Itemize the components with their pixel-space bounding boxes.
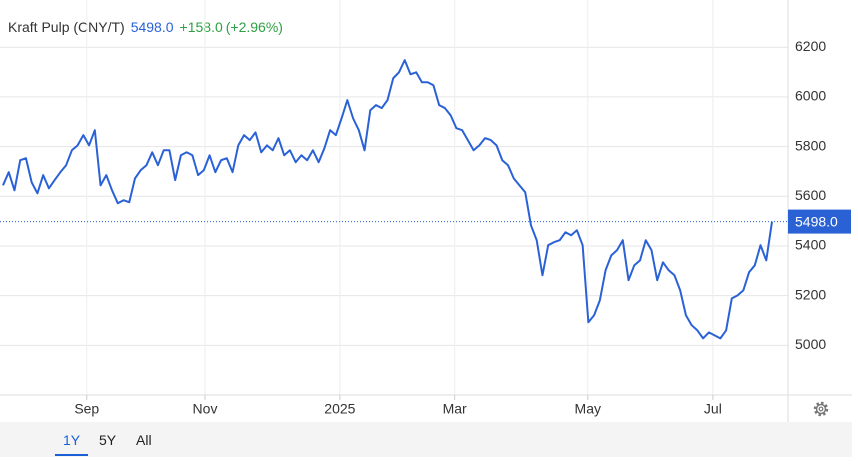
price: 5498.0 xyxy=(130,19,174,35)
change-percent: (+2.96%) xyxy=(225,19,283,35)
range-button[interactable]: 5Y xyxy=(99,432,117,448)
chart: 5000 5200 5400 5600 5800 6000 6200 Sep Nov 2025 Ma… xyxy=(0,0,852,422)
y-tick-label: 5600 xyxy=(795,187,826,203)
header: Kraft Pulp (CNY/T) 5498.0 +158.0 (+2.96%) xyxy=(8,19,289,35)
last-price-box xyxy=(788,209,851,234)
y-tick-label: 6000 xyxy=(795,88,826,104)
last-price-label: 5498.0 xyxy=(795,213,838,229)
y-tick-label: 6200 xyxy=(795,38,826,54)
y-tick-label: 5800 xyxy=(795,137,826,153)
y-tick-label: 5400 xyxy=(795,237,826,253)
x-tick-label: Sep xyxy=(74,401,99,417)
grid xyxy=(0,0,788,395)
range-button[interactable]: All xyxy=(136,432,152,448)
x-tick-label: Nov xyxy=(193,401,218,417)
instrument-title: Kraft Pulp (CNY/T) xyxy=(8,19,125,35)
x-tick-label: Jul xyxy=(704,401,722,417)
y-tick-label: 5000 xyxy=(795,336,826,352)
range-bar: 1Y 5Y All xyxy=(0,422,852,457)
x-tick-label: 2025 xyxy=(324,401,355,417)
x-tick-label: Mar xyxy=(443,401,467,417)
settings-icon[interactable] xyxy=(813,401,829,417)
range-button[interactable]: 1Y xyxy=(55,432,89,456)
change: +158.0 xyxy=(179,19,223,35)
y-tick-label: 5200 xyxy=(795,286,826,302)
price-line xyxy=(2,59,773,340)
x-tick-label: May xyxy=(575,401,601,417)
